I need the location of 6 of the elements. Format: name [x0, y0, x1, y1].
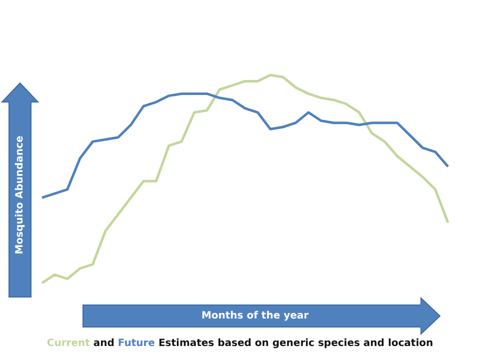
text: Current — [46, 338, 90, 349]
text: Estimates based on generic species and location — [157, 338, 434, 349]
x-axis-title: Months of the year — [201, 310, 309, 322]
text: and — [92, 338, 116, 349]
y-axis-title: Mosquito Abundance — [14, 136, 26, 254]
text: Future — [118, 338, 155, 349]
